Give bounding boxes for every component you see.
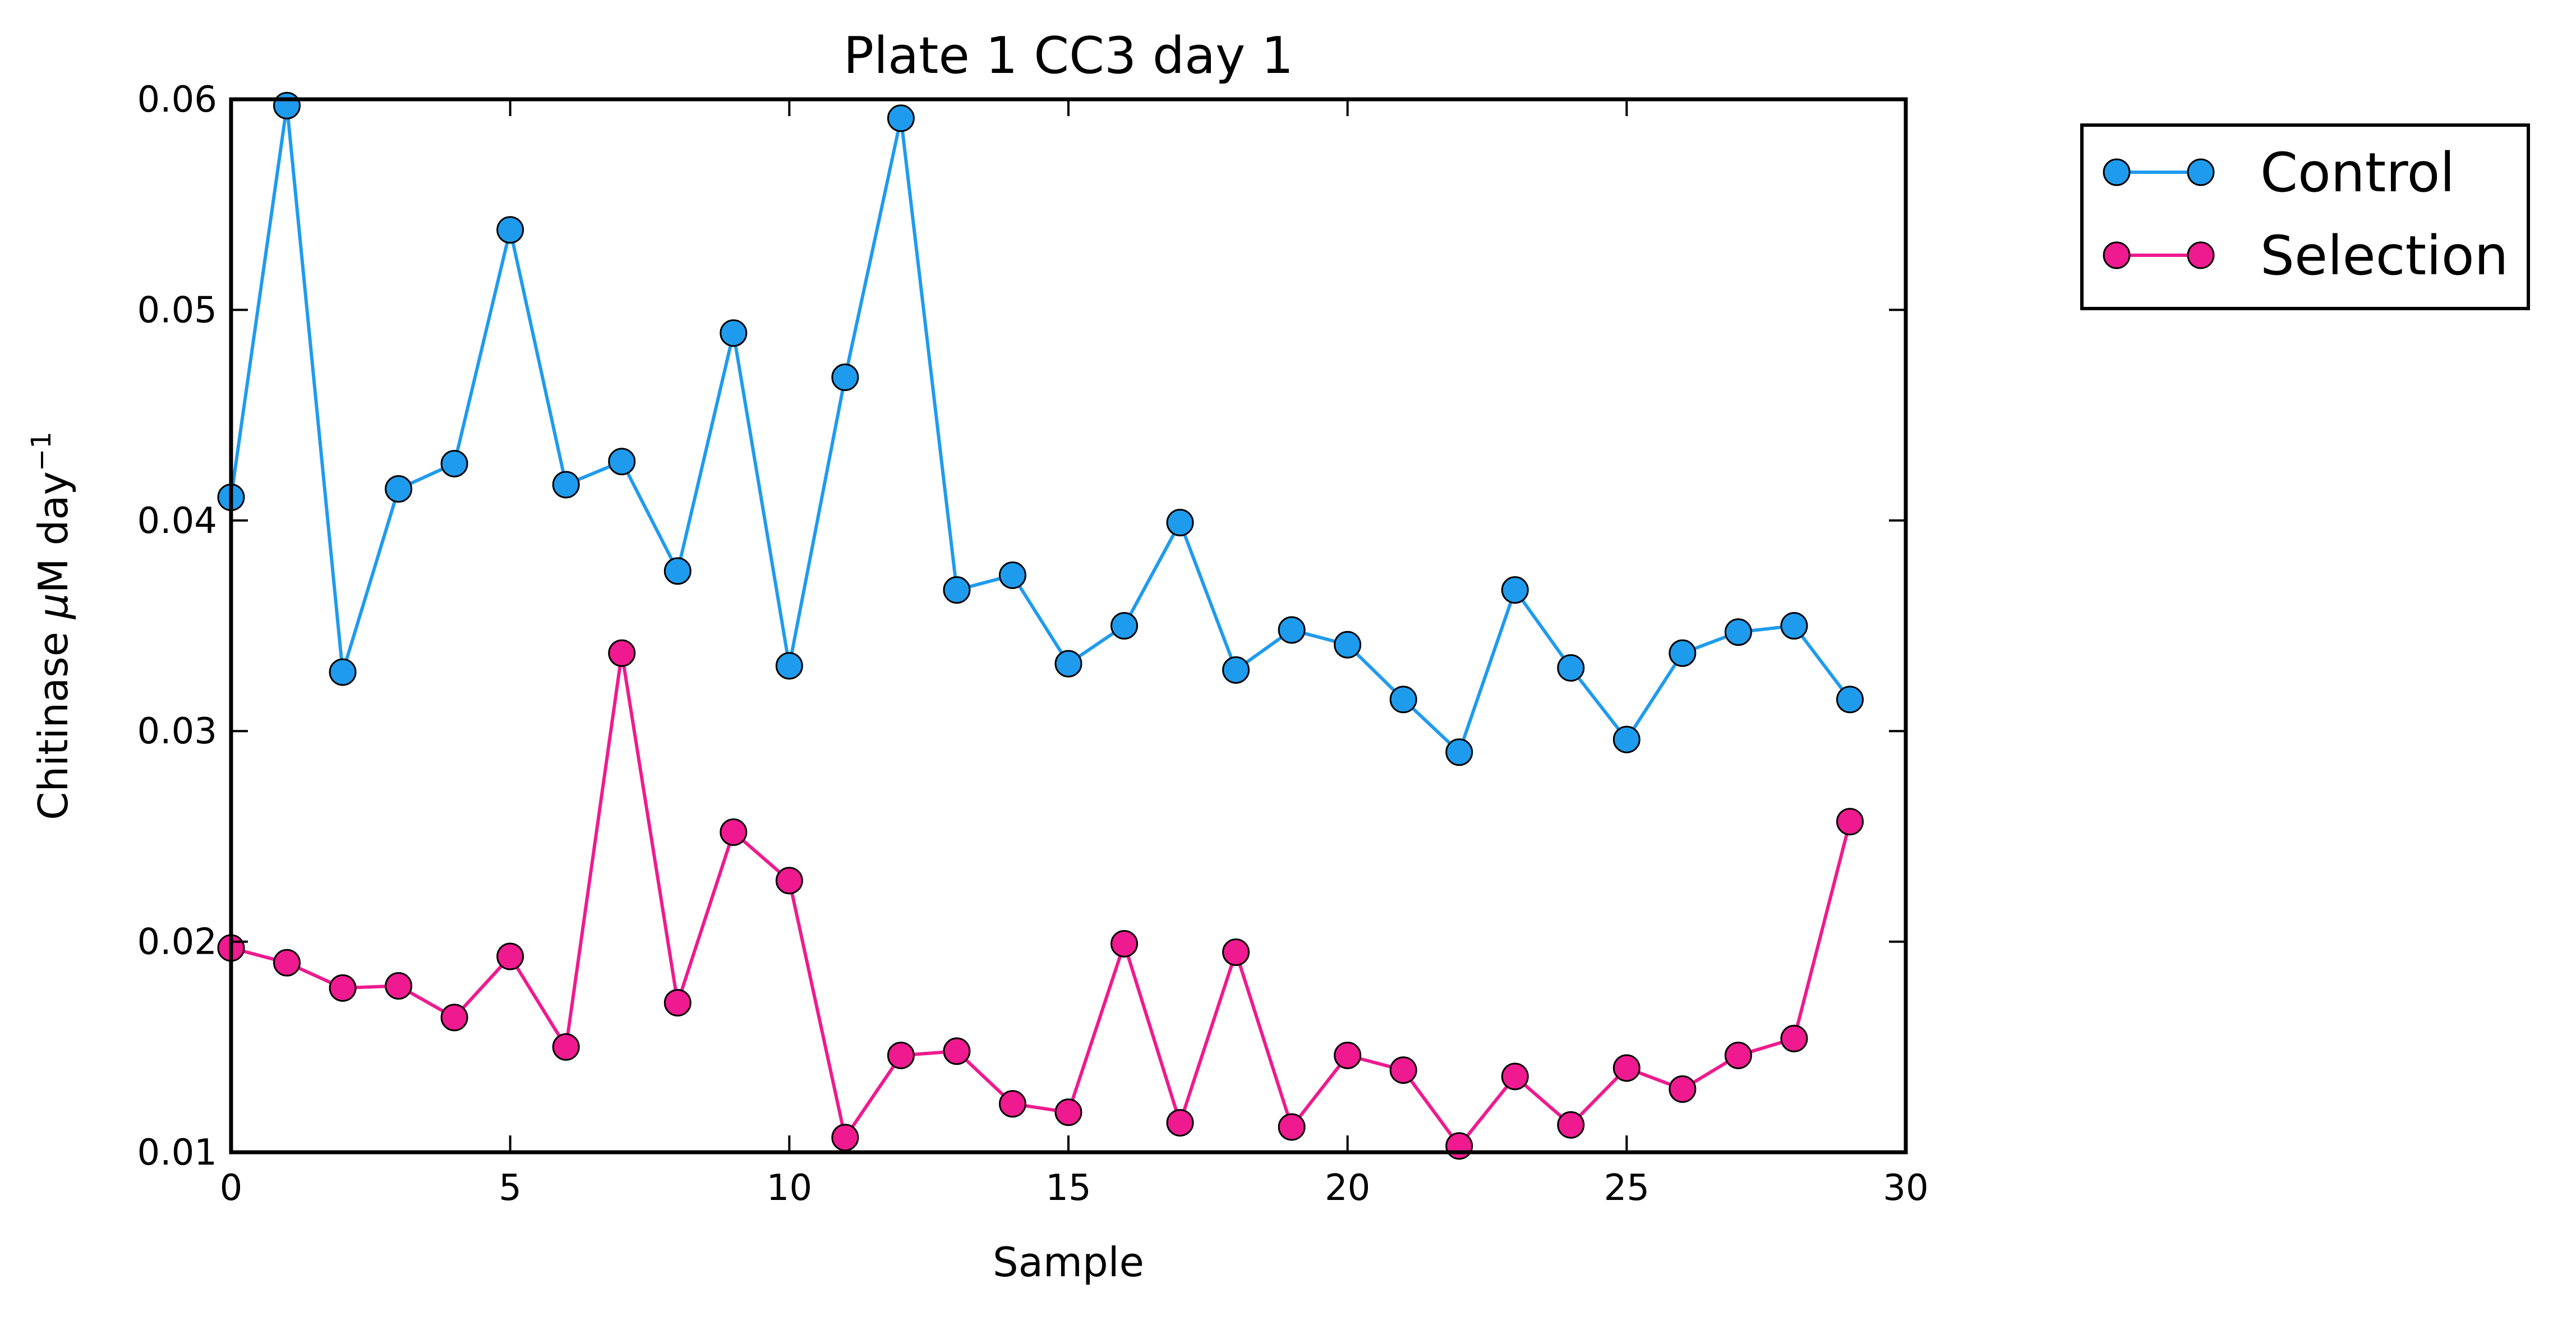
y-tick-label: 0.04 xyxy=(137,500,218,542)
selection-point xyxy=(1836,808,1864,836)
control-point xyxy=(1110,612,1139,640)
control-legend-marker xyxy=(2103,158,2131,186)
axis-ticks: 0 5 10 15 20 25 30 0.01 0.02 0.03 0.04 0.05 0.06 xyxy=(137,79,1929,1209)
x-tick-label: 30 xyxy=(1883,1167,1928,1209)
control-point xyxy=(496,216,524,244)
selection-point xyxy=(887,1041,915,1069)
control-point xyxy=(385,475,413,503)
control-point xyxy=(440,449,468,477)
control-point xyxy=(943,576,971,604)
selection-point xyxy=(1222,938,1250,966)
y-axis-label-rest: M day xyxy=(30,471,77,593)
control-series-line xyxy=(229,105,1851,756)
selection-point xyxy=(608,639,636,667)
selection-point xyxy=(1501,1063,1529,1091)
y-tick-label: 0.06 xyxy=(137,79,218,121)
x-tick-label: 0 xyxy=(220,1167,243,1209)
selection-legend-marker xyxy=(2103,241,2131,269)
selection-point xyxy=(440,1004,468,1032)
control-point xyxy=(1557,654,1585,682)
control-point xyxy=(887,104,915,132)
chart-title: Plate 1 CC3 day 1 xyxy=(844,26,1294,85)
control-point xyxy=(831,364,859,392)
control-point xyxy=(720,319,748,347)
y-tick-label: 0.01 xyxy=(137,1132,218,1174)
selection-point xyxy=(1612,1054,1640,1082)
x-tick-label: 25 xyxy=(1604,1167,1649,1209)
selection-point xyxy=(1557,1111,1585,1139)
control-point xyxy=(1836,686,1864,714)
control-point xyxy=(1054,650,1082,678)
control-point xyxy=(1501,576,1529,604)
x-axis-label: Sample xyxy=(993,1239,1144,1286)
selection-series-line xyxy=(231,652,1852,1149)
selection-legend-label: Selection xyxy=(2260,224,2508,287)
control-point xyxy=(1334,631,1362,659)
legend-box xyxy=(2080,123,2530,310)
selection-point xyxy=(1780,1024,1808,1052)
control-point xyxy=(1612,725,1640,753)
y-axis-label-mu: μ xyxy=(30,593,77,619)
selection-point xyxy=(1389,1056,1417,1084)
selection-point xyxy=(273,949,301,977)
legend: Control Selection xyxy=(2080,123,2530,310)
control-legend-marker xyxy=(2187,158,2215,186)
selection-point xyxy=(329,974,357,1002)
control-point xyxy=(273,91,301,119)
control-point xyxy=(1166,509,1194,537)
y-axis-label: Chitinase μM day−1 xyxy=(26,431,77,820)
y-tick-label: 0.05 xyxy=(137,289,218,331)
selection-point xyxy=(775,867,803,895)
selection-point xyxy=(1166,1109,1194,1137)
selection-point xyxy=(1054,1098,1082,1126)
control-point xyxy=(1222,656,1250,684)
selection-point xyxy=(663,988,692,1017)
y-axis-label-main: Chitinase xyxy=(30,619,77,820)
control-legend-label: Control xyxy=(2260,141,2455,204)
selection-legend-marker xyxy=(2187,241,2215,269)
selection-point xyxy=(1278,1113,1306,1141)
control-point xyxy=(998,561,1026,589)
control-point xyxy=(329,658,357,686)
y-tick-label: 0.02 xyxy=(137,922,218,963)
control-point xyxy=(775,652,803,680)
control-point xyxy=(1278,616,1306,644)
selection-point xyxy=(496,942,524,971)
control-point xyxy=(608,448,636,476)
selection-point xyxy=(1110,930,1139,958)
selection-point xyxy=(831,1124,859,1152)
control-point xyxy=(1724,618,1752,646)
control-point xyxy=(1389,686,1417,714)
x-tick-label: 5 xyxy=(499,1167,522,1209)
plot-frame xyxy=(229,97,1908,1155)
x-tick-label: 15 xyxy=(1045,1167,1091,1209)
selection-point xyxy=(1445,1132,1473,1160)
selection-point xyxy=(943,1037,971,1065)
control-point xyxy=(552,471,580,499)
y-axis-label-exponent: −1 xyxy=(26,431,57,471)
control-point xyxy=(1780,612,1808,640)
x-tick-label: 20 xyxy=(1325,1167,1370,1209)
y-tick-label: 0.03 xyxy=(137,711,218,752)
control-point xyxy=(1669,639,1697,667)
selection-point xyxy=(385,972,413,1000)
selection-point xyxy=(998,1090,1026,1118)
selection-point xyxy=(1334,1041,1362,1069)
selection-point xyxy=(1669,1075,1697,1103)
control-point xyxy=(663,557,692,585)
control-point xyxy=(1445,738,1473,766)
selection-point xyxy=(552,1033,580,1061)
series-layer xyxy=(217,91,1864,1160)
x-tick-label: 10 xyxy=(767,1167,812,1209)
selection-point xyxy=(1724,1041,1752,1069)
selection-point xyxy=(720,818,748,846)
